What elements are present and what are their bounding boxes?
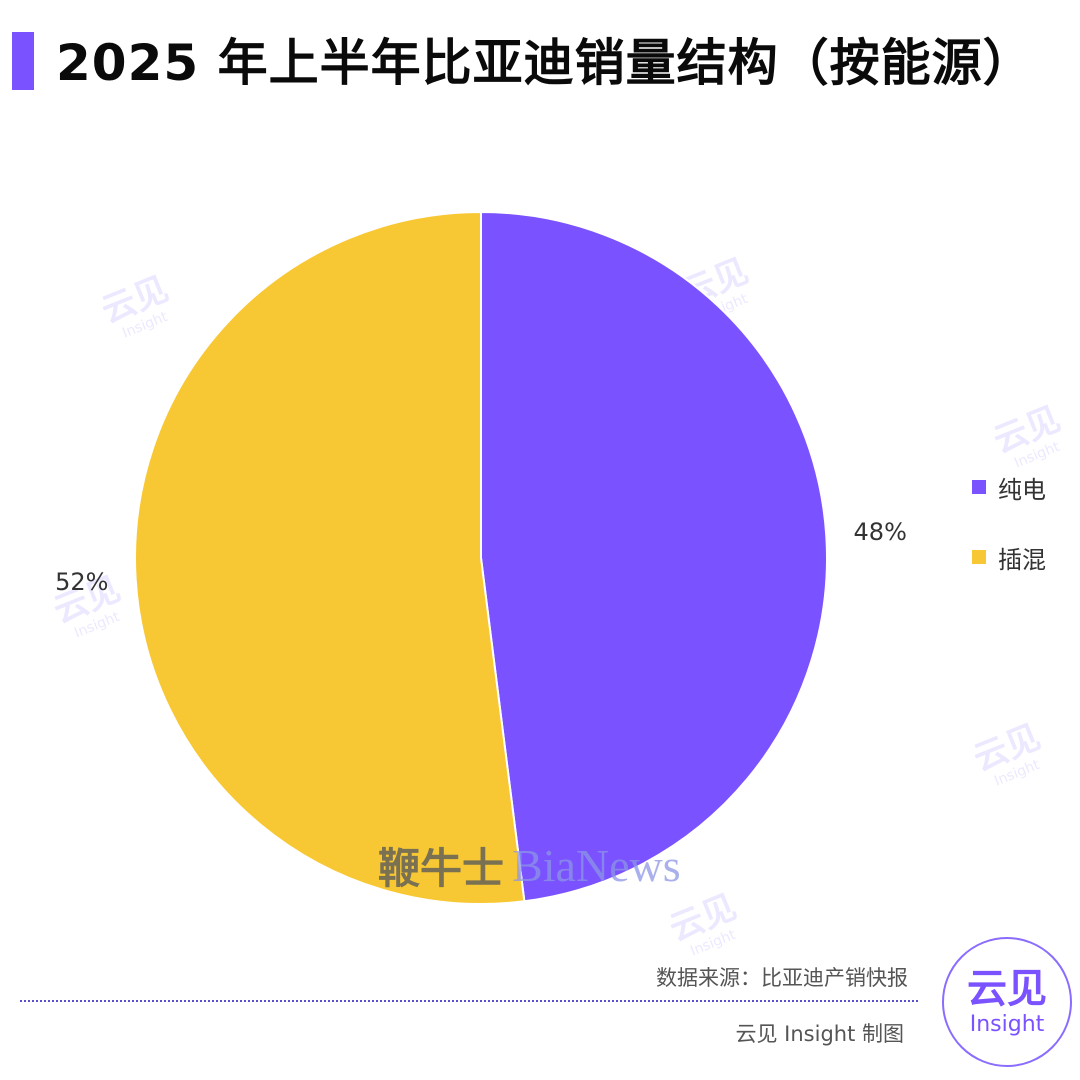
pie-label-ev: 48% bbox=[854, 518, 907, 546]
legend-swatch-ev bbox=[972, 480, 986, 494]
pie-slice-phev bbox=[134, 210, 526, 905]
legend: 纯电 插混 bbox=[972, 470, 1072, 610]
legend-swatch-phev bbox=[972, 550, 986, 564]
legend-label-ev: 纯电 bbox=[998, 475, 1046, 504]
yunjian-logo: 云见 Insight bbox=[942, 937, 1072, 1067]
pie-label-phev: 52% bbox=[55, 568, 108, 596]
bianews-watermark-cn: 鞭牛士 bbox=[378, 843, 505, 893]
title-accent-bar bbox=[12, 32, 34, 90]
pie-slice-ev bbox=[480, 210, 828, 903]
logo-cn-text: 云见 bbox=[967, 966, 1047, 1012]
bianews-watermark-en: BiaNews bbox=[512, 839, 681, 891]
bianews-watermark: 鞭牛士 BiaNews bbox=[378, 835, 718, 895]
legend-item-ev: 纯电 bbox=[972, 470, 1072, 504]
page-title: 2025 年上半年比亚迪销量结构（按能源） bbox=[56, 34, 1034, 92]
legend-item-phev: 插混 bbox=[972, 540, 1072, 574]
logo-en-text: Insight bbox=[969, 1012, 1045, 1037]
chart-credit: 云见 Insight 制图 bbox=[735, 1022, 904, 1046]
data-source: 数据来源：比亚迪产销快报 bbox=[656, 966, 908, 990]
footer-divider bbox=[20, 1000, 918, 1002]
legend-label-phev: 插混 bbox=[998, 545, 1046, 574]
